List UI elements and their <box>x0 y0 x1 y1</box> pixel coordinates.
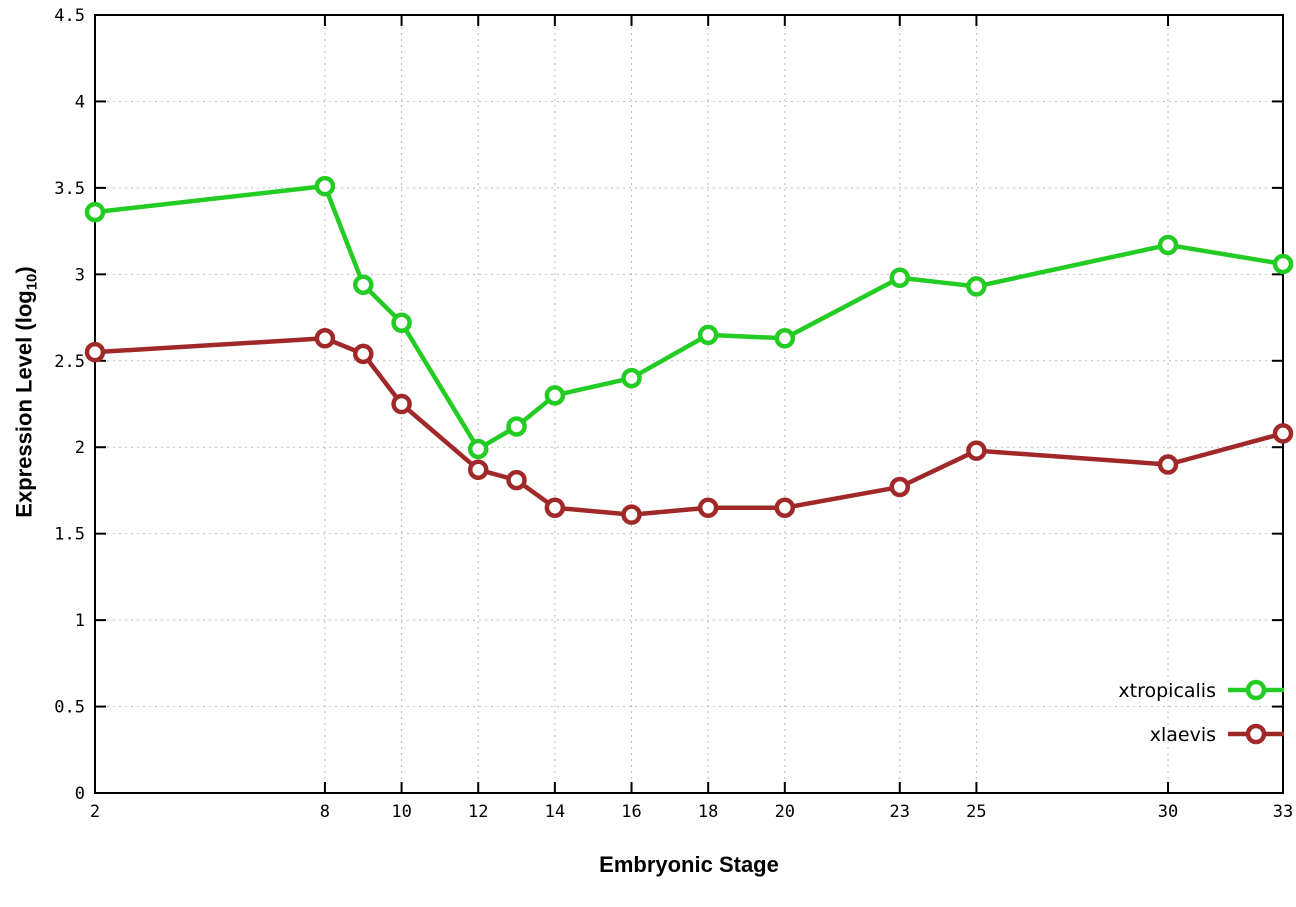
y-axis-label-text: Expression Level (log <box>11 290 37 518</box>
grid-lines <box>94 14 1284 794</box>
data-point-marker <box>774 328 796 349</box>
y-tick-label: 3 <box>75 265 85 285</box>
y-tick-label: 4 <box>75 92 85 112</box>
legend: xtropicalis xlaevis <box>1118 679 1284 746</box>
data-point-marker <box>467 459 489 480</box>
data-point-marker <box>353 274 374 295</box>
data-point-marker <box>966 440 987 461</box>
data-point-marker <box>1157 234 1179 256</box>
y-tick-label: 2 <box>75 438 85 458</box>
y-axis-tick-labels: 0 0.5 1 1.5 2 2.5 3 3.5 4 4.5 <box>54 6 85 804</box>
y-tick-label: 2.5 <box>54 352 85 372</box>
data-point-marker <box>391 312 412 333</box>
legend-marker <box>1245 723 1267 745</box>
data-point-marker <box>84 201 106 223</box>
data-point-marker <box>1157 454 1179 475</box>
y-tick-label: 3.5 <box>54 179 85 199</box>
data-point-marker <box>544 497 566 518</box>
data-point-marker <box>391 393 412 415</box>
data-point-marker <box>1272 253 1294 275</box>
data-point-marker <box>889 476 911 498</box>
y-axis-ticks <box>95 14 1283 794</box>
data-point-marker <box>353 343 374 365</box>
series-xlaevis <box>84 328 1294 525</box>
series-xtropicalis <box>84 175 1294 460</box>
data-point-marker <box>621 504 642 525</box>
legend-entry-xlaevis: xlaevis <box>1150 723 1284 746</box>
data-point-marker <box>506 416 527 437</box>
legend-marker <box>1245 679 1267 701</box>
data-point-marker <box>774 497 796 518</box>
y-tick-label: 0 <box>75 784 85 804</box>
x-tick-label: 23 <box>890 802 910 822</box>
data-point-marker <box>697 497 719 518</box>
series-line <box>92 336 1286 517</box>
x-tick-label: 8 <box>320 802 330 822</box>
x-axis-ticks <box>94 15 1284 793</box>
x-tick-label: 18 <box>698 802 718 822</box>
x-tick-label: 10 <box>391 802 411 822</box>
legend-entry-xtropicalis: xtropicalis <box>1118 679 1284 702</box>
y-tick-label: 0.5 <box>54 698 85 718</box>
data-point-marker <box>506 469 527 491</box>
y-axis-label-suffix: ) <box>11 266 37 274</box>
data-point-marker <box>697 324 719 346</box>
x-tick-label: 30 <box>1158 802 1178 822</box>
x-axis-tick-labels: 2 8 10 12 14 16 18 20 23 25 30 33 <box>90 802 1293 822</box>
x-tick-label: 16 <box>621 802 641 822</box>
y-tick-label: 1 <box>75 611 85 631</box>
data-point-marker <box>314 328 336 349</box>
y-tick-label: 4.5 <box>54 6 85 26</box>
x-tick-label: 14 <box>545 802 565 822</box>
data-point-marker <box>84 341 106 363</box>
data-point-marker <box>314 175 336 197</box>
data-point-marker <box>889 267 911 289</box>
y-axis-label-subscript: 10 <box>23 273 41 291</box>
x-tick-label: 33 <box>1273 802 1293 822</box>
x-tick-label: 25 <box>966 802 986 822</box>
x-tick-label: 2 <box>90 802 100 822</box>
x-tick-label: 20 <box>775 802 795 822</box>
series-line <box>92 183 1286 452</box>
y-axis-label: Expression Level (log10) <box>11 266 40 517</box>
x-axis-label: Embryonic Stage <box>599 852 779 877</box>
x-tick-label: 12 <box>468 802 488 822</box>
data-point-marker <box>544 385 566 406</box>
legend-label: xlaevis <box>1150 724 1216 746</box>
y-tick-label: 1.5 <box>54 525 85 545</box>
data-point-marker <box>467 438 489 460</box>
data-point-marker <box>966 276 987 297</box>
data-point-marker <box>1272 423 1294 444</box>
data-point-marker <box>621 367 642 389</box>
plot-border <box>94 14 1284 794</box>
legend-label: xtropicalis <box>1118 680 1216 702</box>
